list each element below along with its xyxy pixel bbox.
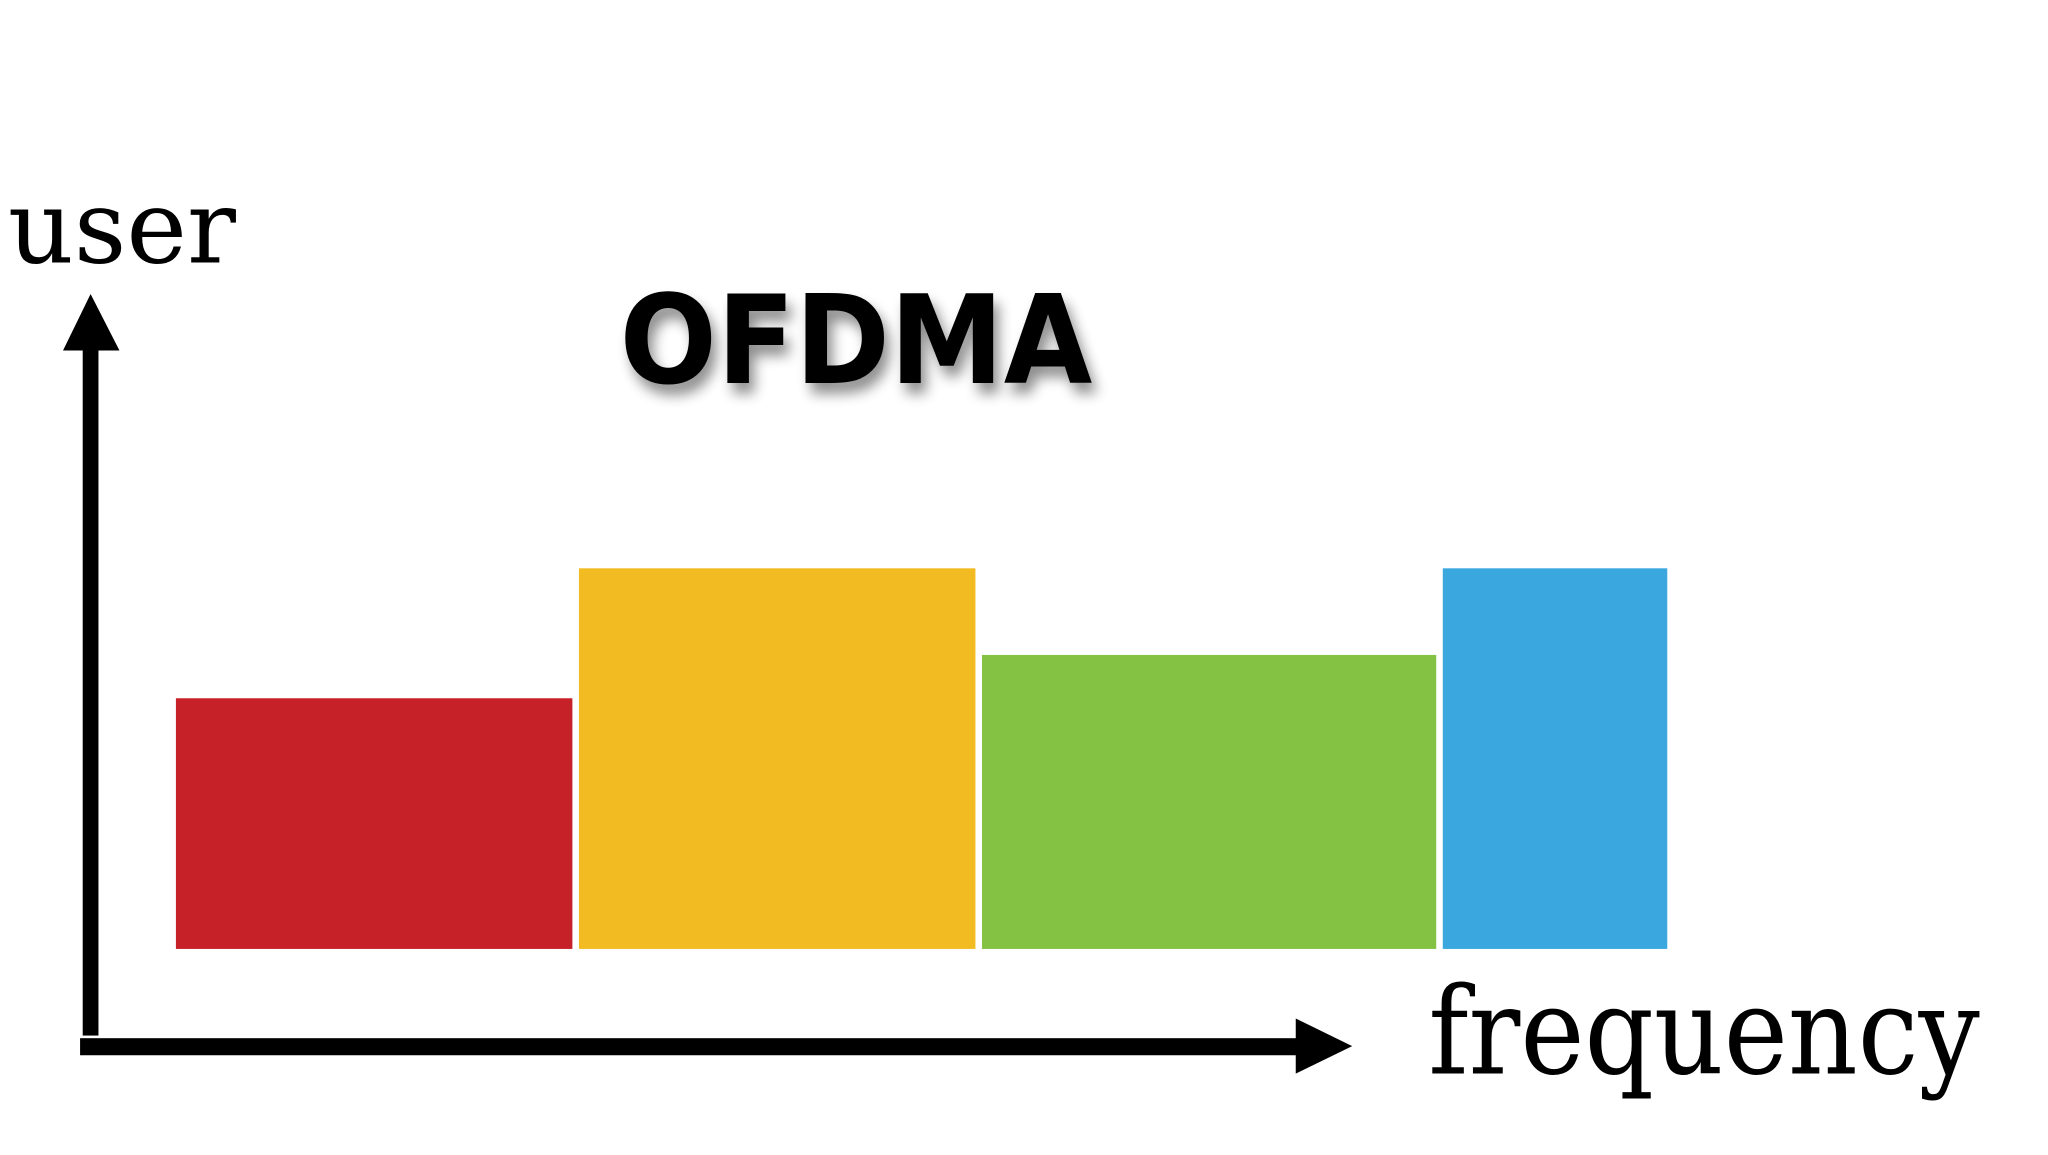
x-axis-line: [80, 1038, 1307, 1056]
frequency-blocks: [175, 568, 1668, 949]
y-axis-label: user: [8, 169, 236, 288]
diagram-title: OFDMA: [620, 269, 1093, 413]
frequency-block-4: [1442, 568, 1668, 949]
x-axis: [80, 1018, 1353, 1074]
x-axis-arrowhead: [1295, 1018, 1353, 1074]
y-axis: [63, 294, 120, 1036]
frequency-block-1: [175, 698, 573, 949]
frequency-block-2: [578, 568, 976, 949]
frequency-block-3: [981, 654, 1437, 949]
y-axis-arrowhead: [63, 294, 120, 351]
x-axis-label: frequency: [1428, 963, 1979, 1103]
y-axis-line: [82, 343, 99, 1036]
